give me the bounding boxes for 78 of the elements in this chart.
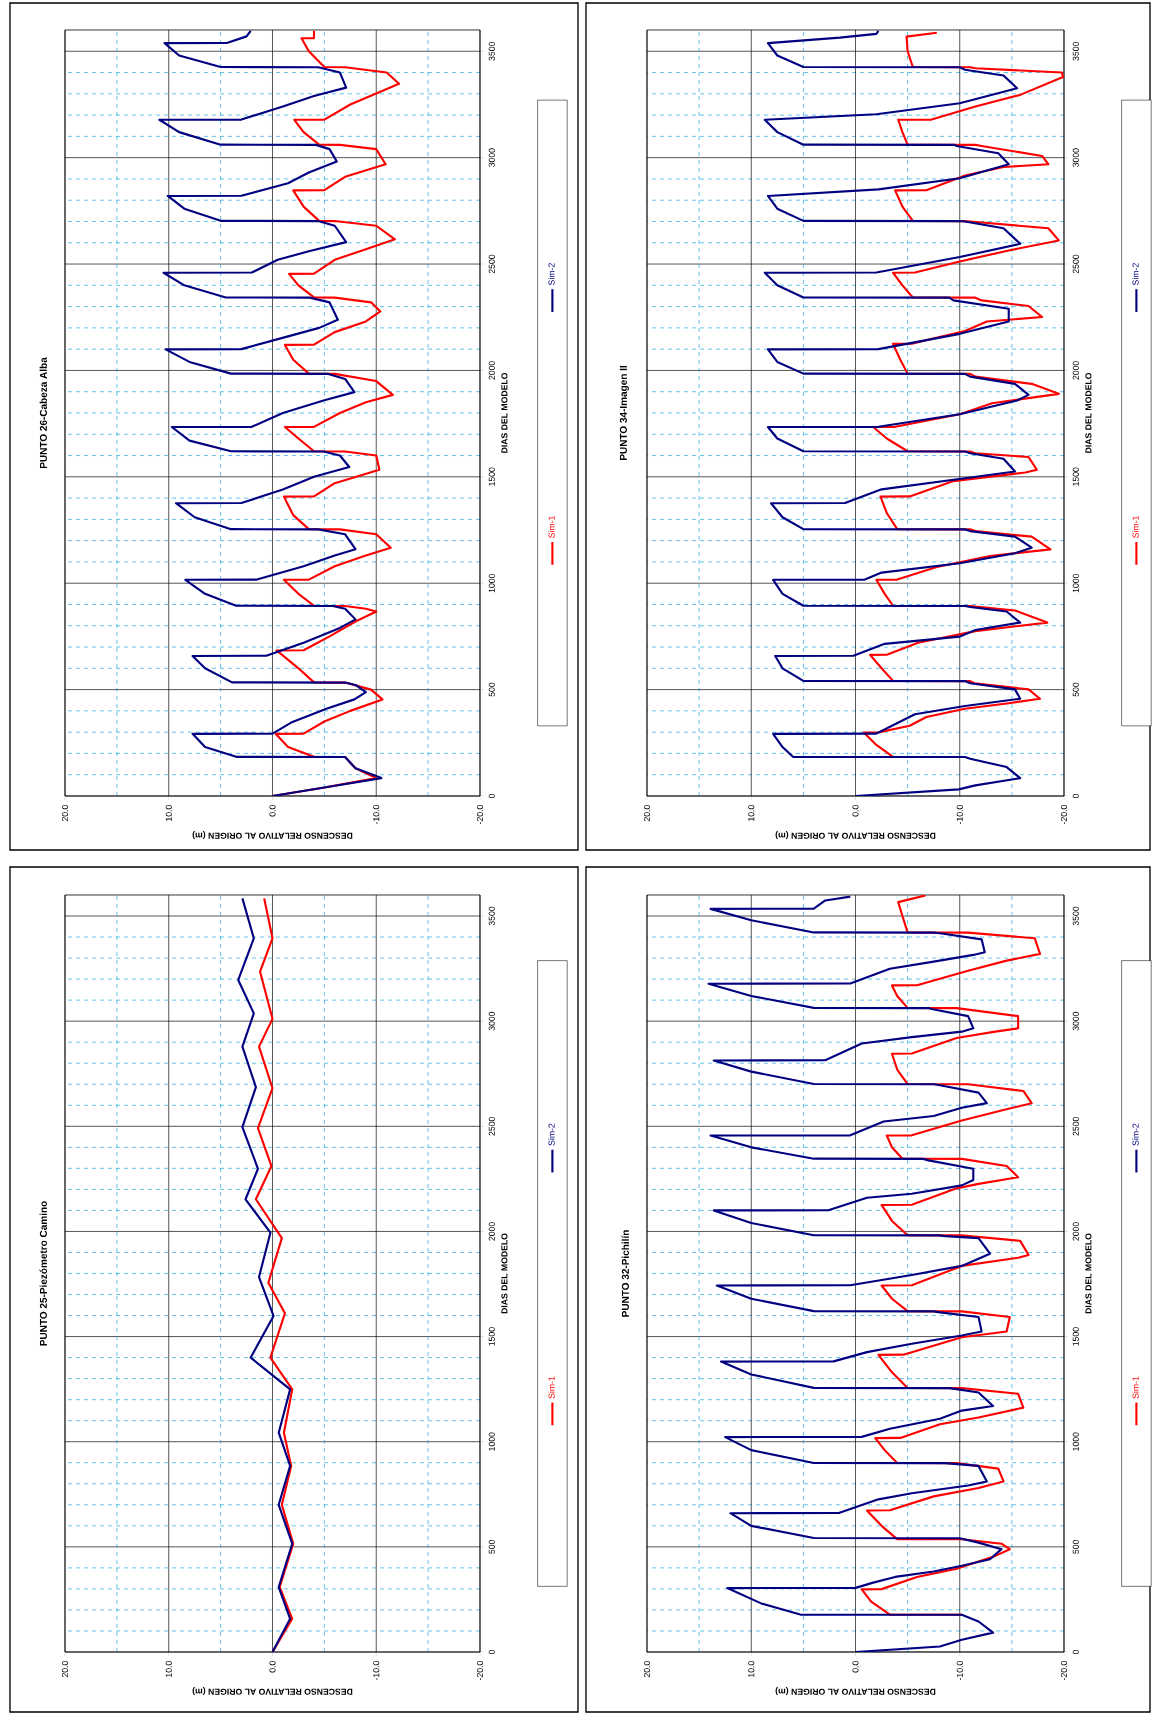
- y-tick-label: 2500: [1072, 1117, 1079, 1136]
- y-tick-label: 1000: [488, 1432, 495, 1451]
- x-tick-label: -20.0: [476, 1661, 484, 1681]
- x-tick-label: -20.0: [476, 805, 484, 825]
- x-tick-label: 10.0: [165, 805, 172, 821]
- text: PUNTO 25-Piezómetro Camino: [39, 1201, 47, 1346]
- y-tick-label: 2000: [1072, 361, 1079, 380]
- x-tick-label: 0.0: [852, 1661, 859, 1673]
- y-axis-title: DIAS DEL MODELO: [501, 1233, 508, 1314]
- line-series: [860, 894, 1042, 1616]
- x-tick-label: 10.0: [748, 1661, 755, 1677]
- y-tick-label: 2000: [1072, 1222, 1079, 1241]
- y-tick-label: 1000: [488, 573, 495, 593]
- y-tick-label: 500: [488, 1539, 495, 1554]
- y-tick-label: 0: [1072, 793, 1079, 799]
- y-axis-title: DIAS DEL MODELO: [1085, 372, 1092, 453]
- x-axis-title: DESCENSO RELATIVO AL ORIGEN (m): [775, 830, 936, 840]
- x-tick-label: 0.0: [269, 1661, 276, 1673]
- y-tick-label: 2500: [488, 1117, 495, 1136]
- x-tick-label: 20.0: [61, 1661, 69, 1678]
- line-series: [237, 897, 294, 1652]
- line-series: [707, 895, 1003, 1652]
- y-tick-label: 2000: [488, 1222, 495, 1241]
- y-tick-label: 0: [1072, 1649, 1079, 1655]
- y-tick-label: 2000: [488, 361, 495, 380]
- text: Sim-2: [548, 263, 555, 286]
- y-tick-label: 3500: [1072, 41, 1079, 61]
- y-tick-label: 3000: [1072, 148, 1079, 167]
- text: Sim-1: [1132, 1376, 1139, 1399]
- text: Sim-1: [548, 516, 555, 538]
- x-tick-label: 0.0: [269, 805, 276, 817]
- x-axis-title: DESCENSO RELATIVO AL ORIGEN (m): [192, 1686, 353, 1696]
- y-tick-label: 0: [488, 1649, 495, 1655]
- x-axis-title: DESCENSO RELATIVO AL ORIGEN (m): [775, 1686, 936, 1696]
- y-tick-label: 1500: [488, 1327, 495, 1346]
- y-tick-label: 500: [1072, 682, 1079, 697]
- x-tick-label: -20.0: [1060, 1661, 1068, 1681]
- x-tick-label: -10.0: [373, 1661, 380, 1681]
- text: PUNTO 34-Imagen II: [619, 365, 629, 461]
- y-tick-label: 3000: [488, 1011, 495, 1031]
- y-tick-label: 500: [1072, 1539, 1079, 1554]
- y-tick-label: 1000: [1072, 573, 1079, 593]
- x-tick-label: -10.0: [956, 805, 963, 825]
- text: Sim-1: [548, 1376, 555, 1399]
- x-tick-label: -20.0: [1060, 805, 1068, 825]
- x-tick-label: 0.0: [852, 805, 859, 817]
- y-tick-label: 2500: [1072, 254, 1079, 274]
- text: PUNTO 26-Cabeza Alba: [39, 357, 47, 469]
- line-series: [254, 897, 295, 1652]
- line-series: [763, 29, 1033, 796]
- text: Sim-1: [1132, 516, 1139, 538]
- y-tick-label: 1000: [1072, 1432, 1079, 1451]
- y-tick-label: 500: [488, 682, 495, 697]
- y-tick-label: 1500: [1072, 1327, 1079, 1346]
- x-tick-label: 20.0: [643, 1661, 651, 1678]
- x-tick-label: 10.0: [165, 1661, 172, 1677]
- y-tick-label: 3500: [488, 906, 495, 926]
- y-axis-title: DIAS DEL MODELO: [1085, 1233, 1092, 1314]
- y-tick-label: 1500: [1072, 467, 1079, 486]
- text: Sim-2: [1132, 1123, 1139, 1146]
- y-tick-label: 3000: [488, 148, 495, 167]
- x-tick-label: 20.0: [61, 805, 69, 822]
- x-tick-label: -10.0: [956, 1661, 963, 1681]
- x-axis-title: DESCENSO RELATIVO AL ORIGEN (m): [192, 830, 353, 840]
- text: Sim-2: [1132, 263, 1139, 286]
- y-tick-label: 1500: [488, 467, 495, 486]
- y-tick-label: 3500: [488, 41, 495, 61]
- text: Sim-2: [548, 1123, 555, 1146]
- y-tick-label: 3000: [1072, 1011, 1079, 1031]
- y-tick-label: 3500: [1072, 906, 1079, 926]
- y-tick-label: 0: [488, 793, 495, 799]
- x-tick-label: -10.0: [373, 805, 380, 825]
- y-tick-label: 2500: [488, 254, 495, 274]
- line-series: [158, 29, 383, 796]
- y-axis-title: DIAS DEL MODELO: [501, 372, 508, 453]
- x-tick-label: 20.0: [643, 805, 651, 822]
- text: PUNTO 32-Pichilín: [621, 1230, 629, 1317]
- x-tick-label: 10.0: [748, 805, 755, 821]
